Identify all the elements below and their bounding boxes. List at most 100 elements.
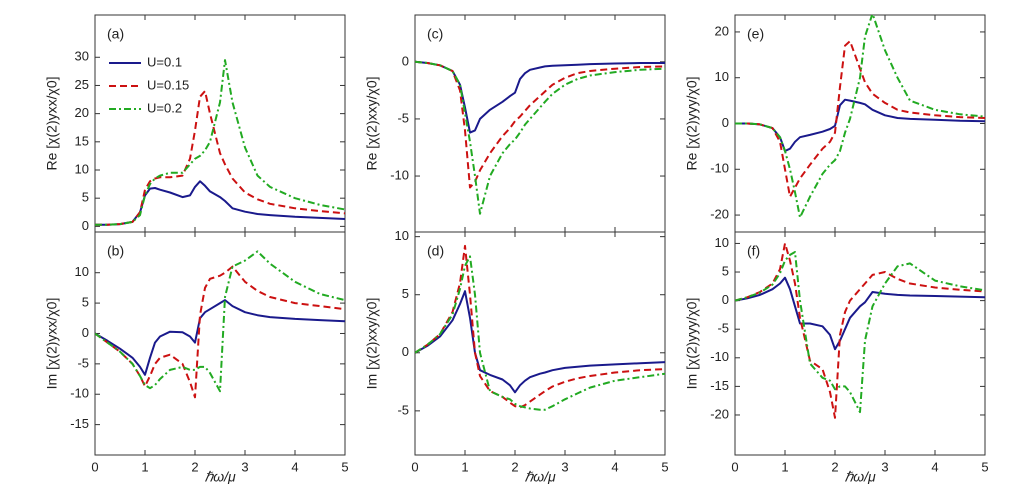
y-tick-label: 20 [75, 105, 89, 120]
y-tick-label: -20 [710, 206, 729, 221]
y-tick-label: -5 [717, 321, 729, 336]
y-tick-label: 10 [715, 235, 729, 250]
y-tick-label: -10 [390, 167, 409, 182]
x-tick-label: 2 [511, 459, 518, 474]
series-line [95, 299, 345, 376]
y-axis-label: Re [χ(2)yyy/χ0] [684, 76, 700, 170]
y-tick-label: 0 [82, 218, 89, 233]
y-tick-label: 0 [82, 325, 89, 340]
y-tick-label: -5 [397, 110, 409, 125]
y-tick-label: 0 [722, 292, 729, 307]
y-axis-label: Im [χ(2)xxy/χ0] [364, 298, 380, 390]
lines [415, 60, 665, 215]
plot-frame [414, 14, 666, 233]
series-line [95, 265, 345, 399]
series-line [735, 98, 985, 152]
x-tick-label: 0 [731, 459, 738, 474]
y-tick-label: 5 [402, 286, 409, 301]
y-tick-label: -10 [710, 161, 729, 176]
y-tick-label: 30 [75, 49, 89, 64]
y-tick-label: 10 [715, 69, 729, 84]
panel-label: (f) [747, 243, 760, 259]
lines [735, 15, 985, 219]
panel: 0 5 10 15 20 25 30 Re [χ(2)yxx/χ0] (a) U=0.1 U=0.1… [44, 14, 346, 233]
series-line [735, 276, 985, 351]
y-tick-label: 10 [75, 264, 89, 279]
y-tick-label: 15 [75, 133, 89, 148]
series-line [415, 60, 665, 189]
lines [95, 59, 345, 226]
series-line [95, 59, 345, 226]
panel-label: (d) [427, 243, 444, 259]
x-tick-label: 3 [241, 459, 248, 474]
series-line [95, 180, 345, 226]
y-tick-label: -10 [710, 349, 729, 364]
panel-label: (e) [747, 26, 764, 42]
x-tick-label: 4 [291, 459, 298, 474]
y-tick-label: -15 [70, 416, 89, 431]
y-tick-label: -20 [710, 406, 729, 421]
x-tick-label: 1 [141, 459, 148, 474]
x-tick-label: 4 [931, 459, 938, 474]
panel: -20 -10 0 10 20 Re [χ(2)yyy/χ0] (e) [684, 14, 986, 233]
x-axis-label: ℏω/μ [844, 469, 876, 484]
x-tick-label: 0 [91, 459, 98, 474]
series-line [735, 242, 985, 419]
panel-label: (b) [107, 243, 124, 259]
plot-frame [734, 14, 986, 233]
panel-label: (c) [427, 26, 443, 42]
y-axis-label: Im [χ(2)yxx/χ0] [44, 298, 60, 390]
y-axis-label: Re [χ(2)yxx/χ0] [44, 76, 60, 170]
x-tick-label: 4 [611, 459, 618, 474]
lines [95, 250, 345, 399]
series-line [735, 251, 985, 414]
series-line [735, 15, 985, 219]
y-tick-label: 25 [75, 77, 89, 92]
x-tick-label: 5 [981, 459, 988, 474]
series-line [415, 290, 665, 394]
panel: 0 1 2 3 4 5 -20 -15 -10 -5 0 5 10 ℏω/μ Im [χ(2)yyy/χ0]… [684, 231, 989, 484]
y-tick-label: 0 [402, 53, 409, 68]
x-tick-label: 0 [411, 459, 418, 474]
series-line [415, 255, 665, 411]
panel: 0 1 2 3 4 5 -15 -10 -5 0 5 10 ℏω/μ Im [χ(2)yxx/χ0] (b) [44, 231, 349, 484]
x-tick-label: 5 [341, 459, 348, 474]
x-tick-label: 1 [461, 459, 468, 474]
y-tick-label: 0 [722, 115, 729, 130]
y-tick-label: 5 [82, 190, 89, 205]
y-tick-label: 20 [715, 23, 729, 38]
series-line [735, 40, 985, 198]
x-tick-label: 5 [661, 459, 668, 474]
panel: -10 -5 0 Re [χ(2)xxy/χ0] (c) [364, 14, 666, 233]
y-tick-label: -15 [710, 378, 729, 393]
plot-frame [94, 14, 346, 233]
y-tick-label: -5 [397, 402, 409, 417]
x-axis-label: ℏω/μ [204, 469, 236, 484]
x-tick-label: 3 [561, 459, 568, 474]
y-axis-label: Re [χ(2)xxy/χ0] [364, 76, 380, 170]
x-axis-label: ℏω/μ [524, 469, 556, 484]
y-tick-label: -5 [77, 355, 89, 370]
series-line [415, 244, 665, 409]
panel: 0 1 2 3 4 5 -5 0 5 10 ℏω/μ Im [χ(2)xxy/χ0] (d) [364, 228, 669, 484]
legend-label: U=0.2 [147, 100, 182, 115]
series-line [95, 90, 345, 226]
y-axis-label: Im [χ(2)yyy/χ0] [684, 298, 700, 390]
legend-label: U=0.1 [147, 54, 182, 69]
series-line [415, 60, 665, 134]
series-line [415, 60, 665, 215]
y-tick-label: -10 [70, 386, 89, 401]
x-tick-label: 2 [831, 459, 838, 474]
x-tick-label: 3 [881, 459, 888, 474]
panel-label: (a) [107, 26, 124, 42]
legend-label: U=0.15 [147, 77, 189, 92]
lines [415, 244, 665, 411]
x-tick-label: 1 [781, 459, 788, 474]
y-tick-label: 5 [82, 295, 89, 310]
y-tick-label: 10 [395, 228, 409, 243]
x-tick-label: 2 [191, 459, 198, 474]
lines [735, 242, 985, 419]
series-line [95, 250, 345, 393]
y-tick-label: 10 [75, 161, 89, 176]
